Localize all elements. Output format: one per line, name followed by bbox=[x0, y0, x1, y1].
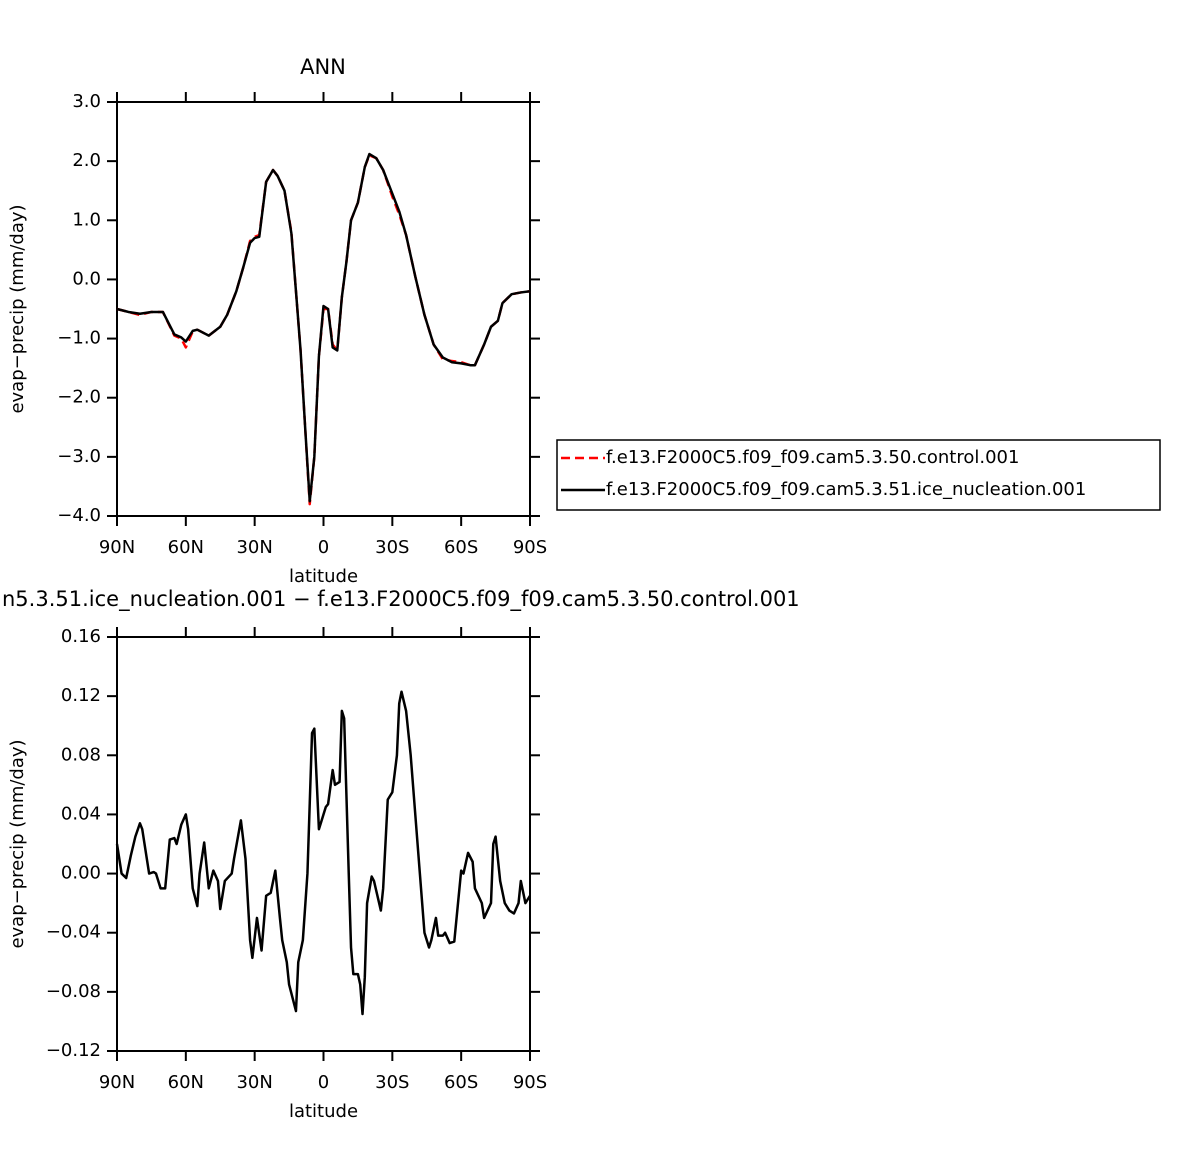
y-tick-label: −3.0 bbox=[57, 446, 101, 467]
x-tick-label: 30N bbox=[236, 1072, 272, 1093]
y-tick-label: 0.12 bbox=[61, 685, 101, 706]
y-tick-label: −2.0 bbox=[57, 387, 101, 408]
y-tick-label: 2.0 bbox=[72, 150, 101, 171]
x-tick-label: 0 bbox=[318, 537, 329, 558]
x-tick-label: 90N bbox=[99, 1072, 135, 1093]
y-tick-label: −0.12 bbox=[46, 1040, 101, 1061]
x-tick-label: 60S bbox=[444, 537, 478, 558]
y-tick-label: 0.00 bbox=[61, 863, 101, 884]
x-tick-label: 60N bbox=[168, 537, 204, 558]
x-tick-label: 30S bbox=[375, 537, 409, 558]
y-tick-label: −4.0 bbox=[57, 505, 101, 526]
y-tick-label: 0.0 bbox=[72, 268, 101, 289]
y-tick-label: −1.0 bbox=[57, 328, 101, 349]
legend-box bbox=[556, 439, 1161, 511]
x-tick-label: 90S bbox=[513, 1072, 547, 1093]
x-axis-label: latitude bbox=[289, 566, 358, 587]
x-tick-label: 60N bbox=[168, 1072, 204, 1093]
y-tick-label: 0.16 bbox=[61, 626, 101, 647]
y-tick-label: −0.08 bbox=[46, 981, 101, 1002]
chart-title: ANN bbox=[300, 55, 346, 79]
y-axis-label: evap−precip (mm/day) bbox=[7, 204, 28, 413]
x-tick-label: 60S bbox=[444, 1072, 478, 1093]
plot-frame bbox=[116, 636, 531, 1052]
data-line bbox=[116, 152, 531, 503]
y-tick-label: 0.08 bbox=[61, 744, 101, 765]
x-tick-label: 0 bbox=[318, 1072, 329, 1093]
y-tick-label: −0.04 bbox=[46, 922, 101, 943]
legend-label: f.e13.F2000C5.f09_f09.cam5.3.50.control.… bbox=[606, 447, 1019, 468]
legend-label: f.e13.F2000C5.f09_f09.cam5.3.51.ice_nucl… bbox=[606, 479, 1086, 500]
x-axis-label: latitude bbox=[289, 1101, 358, 1122]
data-line bbox=[115, 690, 532, 1016]
y-tick-label: 0.04 bbox=[61, 803, 101, 824]
y-tick-label: 1.0 bbox=[72, 209, 101, 230]
x-tick-label: 30S bbox=[375, 1072, 409, 1093]
x-tick-label: 90S bbox=[513, 537, 547, 558]
y-axis-label: evap−precip (mm/day) bbox=[7, 739, 28, 948]
chart-title: n5.3.51.ice_nucleation.001 − f.e13.F2000… bbox=[2, 587, 800, 612]
y-tick-label: 3.0 bbox=[72, 91, 101, 112]
x-tick-label: 30N bbox=[236, 537, 272, 558]
data-line bbox=[116, 153, 531, 506]
x-tick-label: 90N bbox=[99, 537, 135, 558]
